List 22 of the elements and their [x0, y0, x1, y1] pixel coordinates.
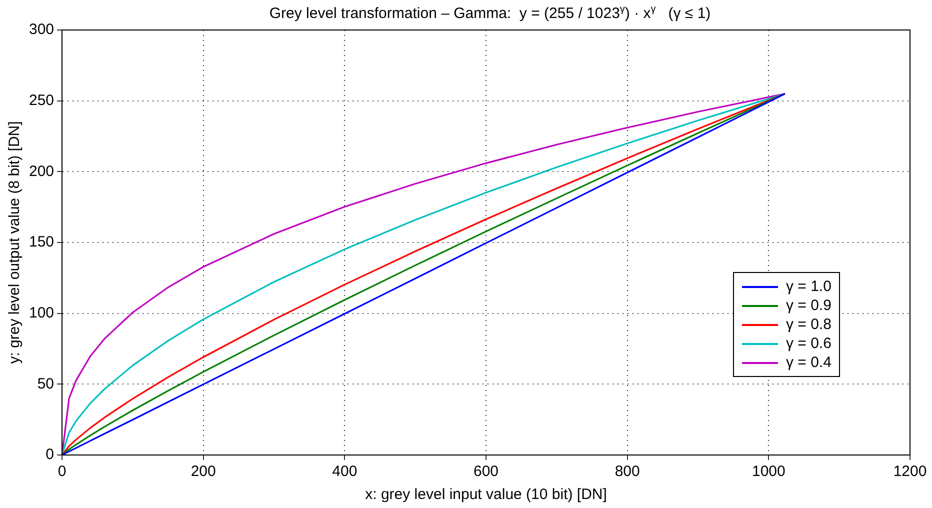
x-tick-label: 1000: [752, 463, 786, 480]
x-tick-label: 200: [190, 463, 216, 480]
y-tick-label: 50: [37, 375, 54, 392]
legend-label: γ = 0.6: [786, 335, 832, 352]
y-tick-label: 0: [46, 446, 54, 464]
y-tick-label: 200: [28, 162, 54, 180]
x-tick-label: 0: [58, 463, 66, 480]
x-tick-label: 1200: [893, 463, 927, 480]
y-axis-title: y: grey level output value (8 bit) [DN]: [6, 121, 24, 364]
legend-label: γ = 0.8: [786, 316, 832, 334]
x-tick-label: 800: [614, 463, 640, 480]
chart-title: Grey level transformation – Gamma: y = (255 / 1023$^{γ}$) · x$^{γ}$ (γ ≤ 1): [269, 4, 711, 22]
legend-label: γ = 0.4: [786, 354, 832, 372]
y-tick-label: 100: [28, 304, 54, 322]
y-tick-label: 150: [28, 234, 54, 251]
x-tick-label: 400: [332, 463, 358, 480]
y-tick-label: 250: [28, 92, 54, 109]
legend-label: γ = 0.9: [786, 297, 832, 314]
y-tick-label: 300: [28, 21, 54, 38]
x-axis-title: x: grey level input value (10 bit) [DN]: [365, 486, 607, 504]
x-tick-label: 600: [474, 463, 499, 480]
legend-label: γ = 1.0: [786, 278, 832, 296]
